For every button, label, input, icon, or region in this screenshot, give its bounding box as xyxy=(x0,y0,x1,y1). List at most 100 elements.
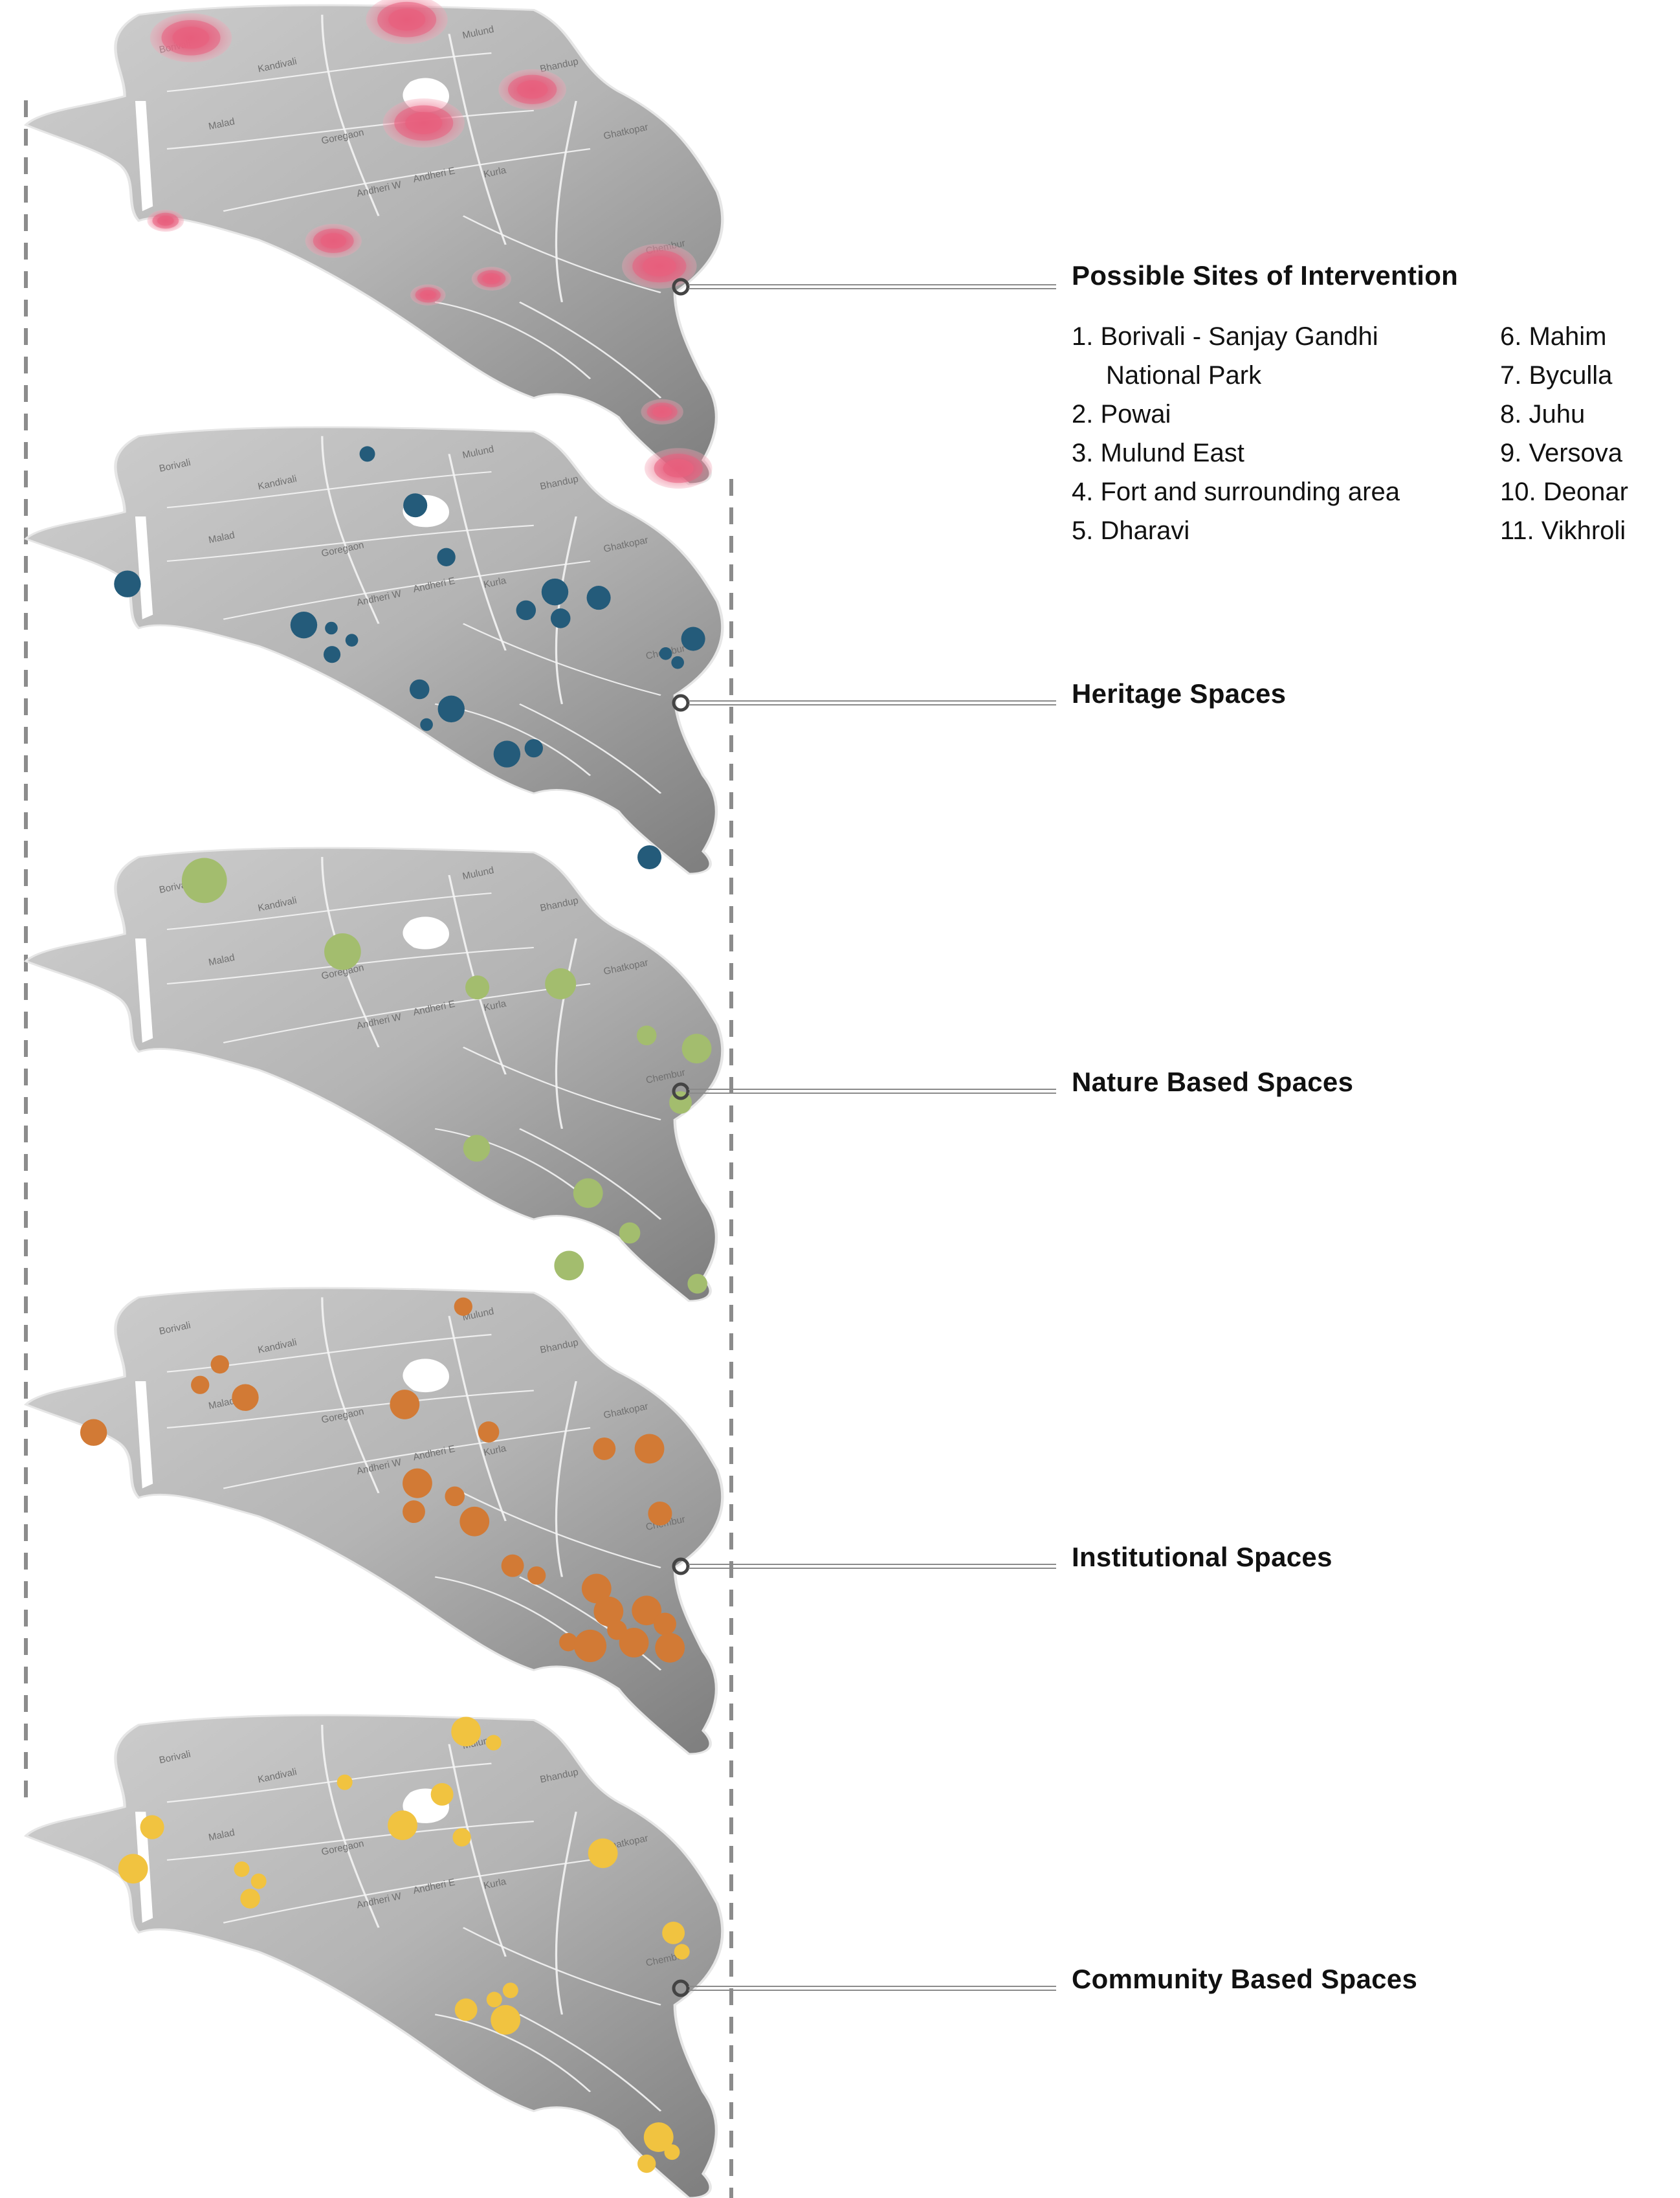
heritage-site-marker xyxy=(437,548,456,566)
community-site-marker xyxy=(451,1716,481,1747)
heritage-site-marker xyxy=(541,578,569,606)
community-site-marker xyxy=(140,1815,164,1839)
heritage-site-marker xyxy=(437,695,465,723)
institutional-site-marker xyxy=(459,1506,490,1537)
heritage-site-marker xyxy=(524,738,543,758)
institutional-site-marker xyxy=(390,1390,420,1419)
site-list-item: 9. Versova xyxy=(1500,439,1623,467)
institutional-site-marker xyxy=(573,1629,607,1663)
connector-ring-icon xyxy=(672,694,690,712)
institutional-site-marker xyxy=(607,1620,627,1640)
site-list-item: 8. Juhu xyxy=(1500,400,1586,428)
site-list-item: 5. Dharavi xyxy=(1072,516,1190,545)
community-site-marker xyxy=(240,1889,260,1909)
nature-site-marker xyxy=(545,968,577,999)
layer-title-community: Community Based Spaces xyxy=(1072,1964,1418,1994)
community-site-marker xyxy=(430,1782,454,1806)
institutional-site-marker xyxy=(501,1554,524,1577)
heritage-site-marker xyxy=(681,627,705,651)
heritage-site-marker xyxy=(290,611,318,639)
intervention-site-marker xyxy=(320,233,346,249)
community-site-marker xyxy=(452,1828,471,1847)
institutional-site-marker xyxy=(403,1468,432,1498)
heritage-site-marker xyxy=(671,656,684,669)
community-site-marker xyxy=(643,2122,674,2152)
institutional-site-marker xyxy=(634,1434,665,1464)
institutional-site-marker xyxy=(581,1573,612,1604)
site-list-item: 10. Deonar xyxy=(1500,478,1628,506)
community-site-marker xyxy=(588,1838,618,1869)
nature-site-marker xyxy=(681,1034,712,1063)
intervention-site-marker xyxy=(517,80,548,99)
institutional-site-marker xyxy=(619,1628,649,1658)
heritage-site-marker xyxy=(114,570,141,597)
nature-site-marker xyxy=(554,1250,584,1281)
nature-site-marker xyxy=(619,1222,641,1244)
site-list-item: 1. Borivali - Sanjay Gandhi xyxy=(1072,322,1378,351)
community-site-marker xyxy=(234,1861,250,1877)
heritage-site-marker xyxy=(659,647,672,660)
heritage-site-marker xyxy=(586,586,611,610)
heritage-site-marker xyxy=(323,646,341,663)
nature-site-marker xyxy=(181,858,227,904)
layer-title-institutional: Institutional Spaces xyxy=(1072,1542,1332,1572)
community-site-marker xyxy=(502,1982,518,1999)
community-site-marker xyxy=(674,1944,690,1960)
heritage-site-marker xyxy=(516,600,536,621)
mumbai-land-shape xyxy=(26,848,722,1301)
intervention-site-marker xyxy=(663,459,694,478)
site-list-item: 7. Byculla xyxy=(1500,361,1613,390)
layer-title-heritage: Heritage Spaces xyxy=(1072,678,1287,709)
site-list-column-2: 6. Mahim 7. Byculla 8. Juhu 9. Versova 1… xyxy=(1500,317,1628,550)
mumbai-land-shape xyxy=(26,1288,722,1754)
heritage-site-marker xyxy=(637,845,662,869)
nature-site-marker xyxy=(465,975,490,1000)
community-site-marker xyxy=(486,1992,502,2008)
institutional-site-marker xyxy=(593,1437,616,1460)
nature-site-marker xyxy=(636,1025,657,1046)
community-site-marker xyxy=(337,1774,353,1790)
nature-site-marker xyxy=(324,933,361,970)
site-list-item: 6. Mahim xyxy=(1500,322,1607,351)
institutional-site-marker xyxy=(559,1633,578,1652)
nature-site-marker xyxy=(687,1274,707,1294)
intervention-site-marker xyxy=(405,111,443,135)
heritage-site-marker xyxy=(409,679,430,700)
institutional-site-marker xyxy=(80,1419,107,1446)
intervention-site-marker xyxy=(172,27,210,49)
intervention-site-marker xyxy=(642,256,676,276)
community-site-marker xyxy=(664,2144,680,2160)
site-list-item: 11. Vikhroli xyxy=(1500,516,1626,545)
layer-title-nature: Nature Based Spaces xyxy=(1072,1067,1354,1097)
mumbai-land-shape xyxy=(26,5,722,484)
institutional-site-marker xyxy=(191,1375,210,1394)
community-site-marker xyxy=(250,1873,267,1889)
institutional-site-marker xyxy=(632,1595,662,1626)
community-site-marker xyxy=(485,1735,502,1751)
institutional-site-marker xyxy=(478,1421,500,1443)
community-site-marker xyxy=(637,2154,656,2173)
institutional-site-marker xyxy=(403,1500,425,1524)
connector-ring-icon xyxy=(672,1082,690,1100)
heritage-site-marker xyxy=(420,718,433,731)
institutional-site-marker xyxy=(210,1355,229,1374)
institutional-site-marker xyxy=(593,1596,624,1626)
institutional-site-marker xyxy=(654,1612,676,1636)
heritage-site-marker xyxy=(550,608,571,628)
institutional-site-marker xyxy=(655,1632,685,1663)
intervention-site-marker xyxy=(652,406,672,418)
community-site-marker xyxy=(118,1854,148,1884)
heritage-site-marker xyxy=(359,446,375,462)
nature-site-marker xyxy=(573,1178,603,1208)
institutional-site-marker xyxy=(232,1384,259,1411)
mumbai-land-shape xyxy=(26,427,722,874)
community-site-marker xyxy=(662,1922,685,1944)
institutional-site-marker xyxy=(454,1297,472,1316)
site-list-column-1: 1. Borivali - Sanjay Gandhi National Par… xyxy=(1072,317,1400,550)
site-list-item: 2. Powai xyxy=(1072,400,1171,428)
intervention-site-marker xyxy=(420,290,436,300)
